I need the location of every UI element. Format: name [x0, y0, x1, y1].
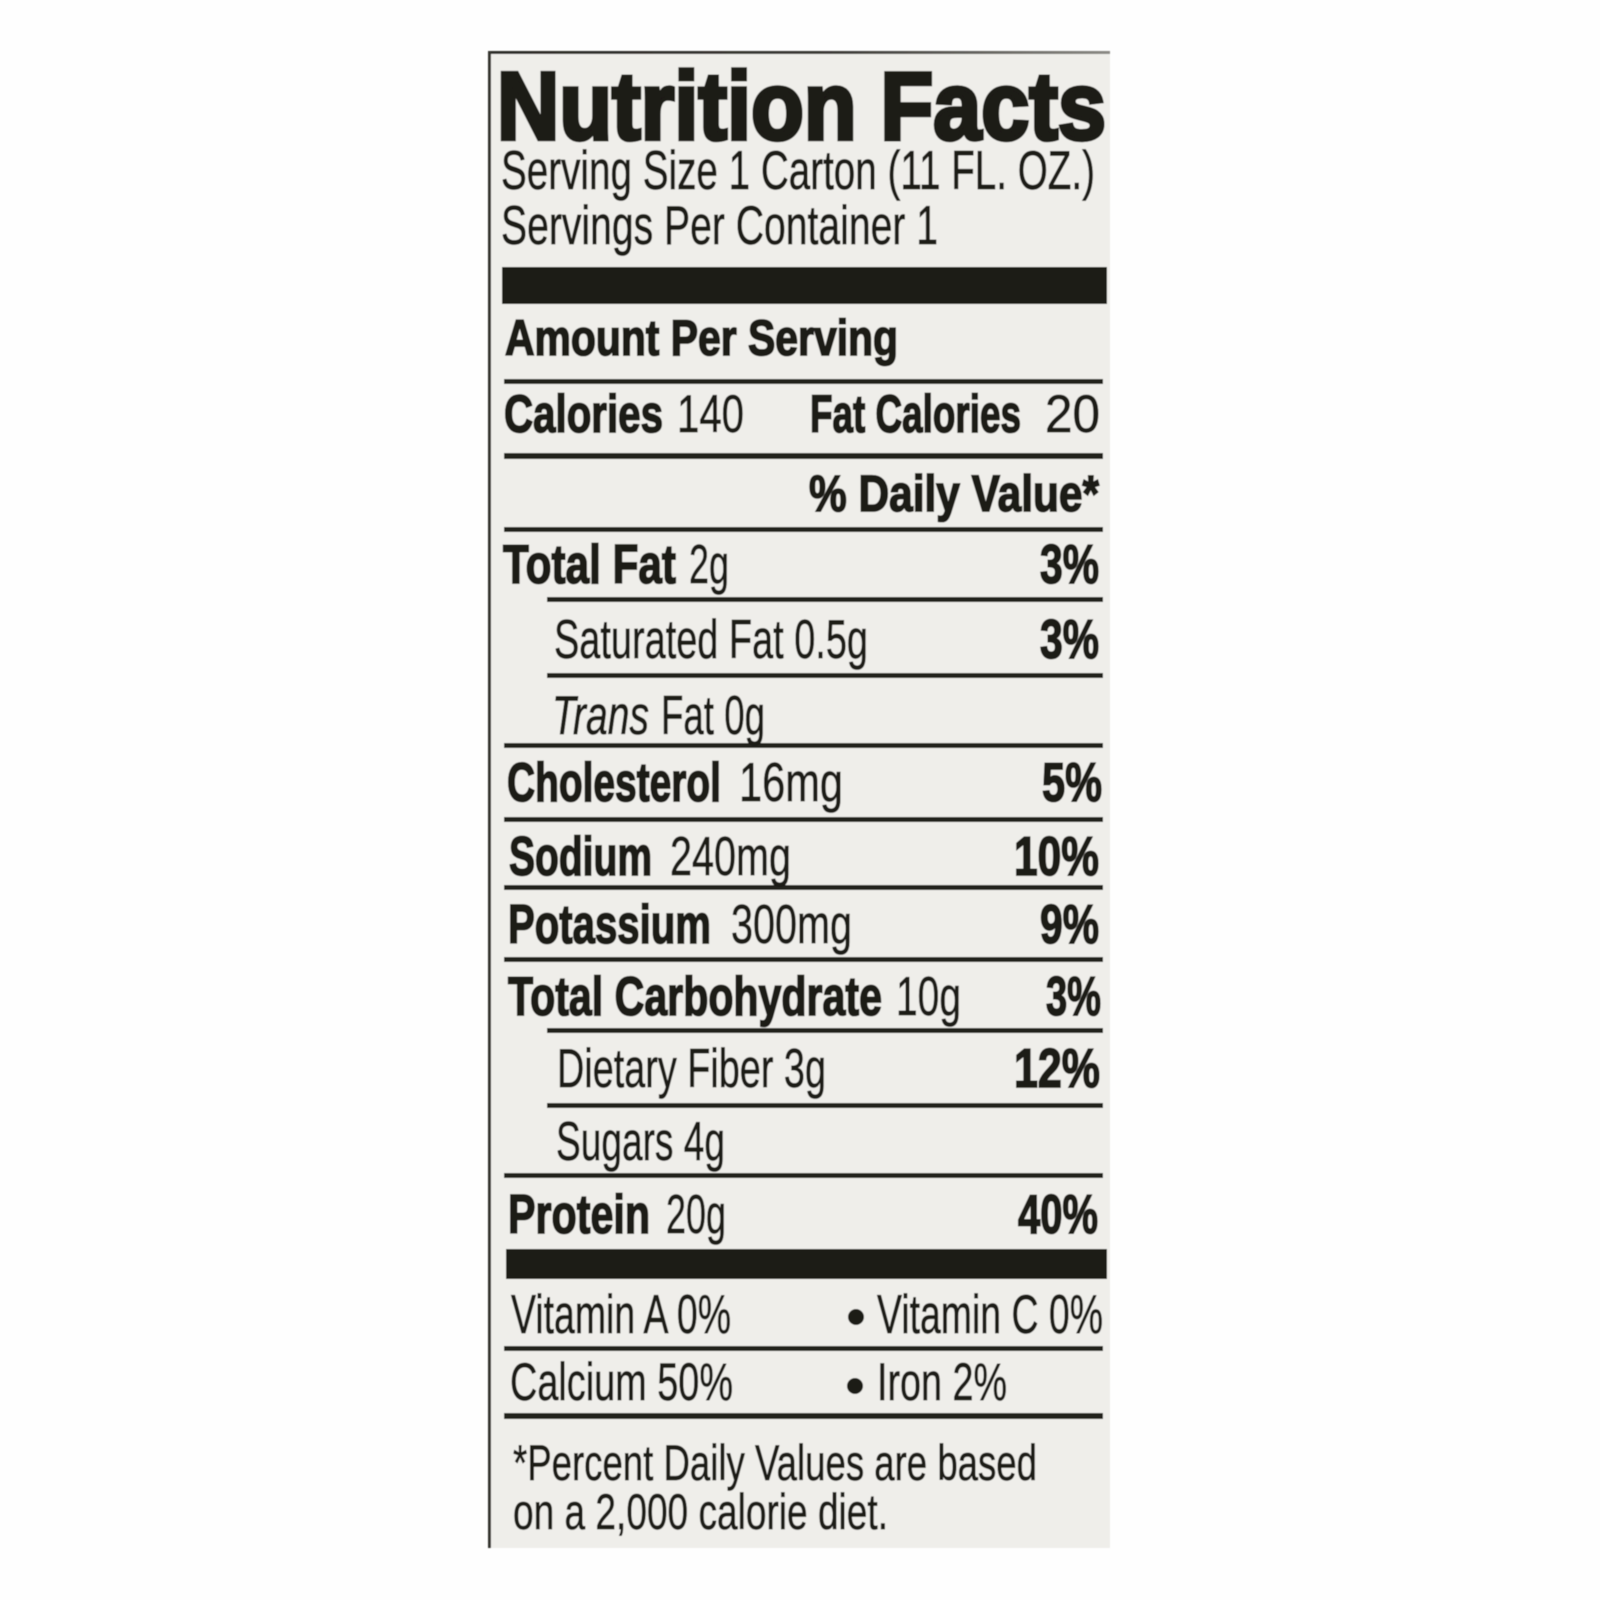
- svg-text:Dietary Fiber 3g: Dietary Fiber 3g: [557, 1037, 826, 1099]
- svg-text:3%: 3%: [1040, 533, 1099, 595]
- svg-text:Cholesterol: Cholesterol: [507, 751, 721, 813]
- svg-text:Vitamin A 0%: Vitamin A 0%: [511, 1283, 731, 1345]
- svg-text:9%: 9%: [1040, 893, 1099, 955]
- svg-text:Sodium: Sodium: [509, 825, 652, 887]
- svg-text:Servings Per Container 1: Servings Per Container 1: [501, 194, 938, 256]
- svg-text:Total Carbohydrate: Total Carbohydrate: [508, 965, 882, 1027]
- svg-text:Iron 2%: Iron 2%: [877, 1353, 1007, 1412]
- svg-text:Calories: Calories: [504, 385, 663, 444]
- svg-text:2g: 2g: [689, 533, 729, 595]
- svg-text:Fat Calories: Fat Calories: [810, 385, 1021, 444]
- svg-text:Fat 0g: Fat 0g: [661, 684, 765, 746]
- svg-text:Trans: Trans: [552, 684, 649, 746]
- svg-text:140: 140: [677, 385, 744, 444]
- svg-text:40%: 40%: [1018, 1183, 1098, 1245]
- svg-text:Total Fat: Total Fat: [503, 533, 676, 595]
- svg-text:Calcium 50%: Calcium 50%: [510, 1353, 733, 1412]
- svg-text:on a 2,000 calorie diet.: on a 2,000 calorie diet.: [513, 1484, 888, 1540]
- svg-text:Nutrition Facts: Nutrition Facts: [497, 53, 1106, 160]
- svg-text:Saturated Fat 0.5g: Saturated Fat 0.5g: [554, 608, 868, 670]
- svg-text:16mg: 16mg: [739, 751, 843, 813]
- svg-text:Vitamin C 0%: Vitamin C 0%: [877, 1283, 1103, 1345]
- svg-text:Protein: Protein: [508, 1183, 650, 1245]
- svg-text:20g: 20g: [666, 1183, 726, 1245]
- svg-text:12%: 12%: [1014, 1037, 1100, 1099]
- svg-text:5%: 5%: [1042, 751, 1102, 813]
- svg-text:Sugars 4g: Sugars 4g: [556, 1110, 725, 1172]
- svg-text:240mg: 240mg: [670, 825, 791, 887]
- svg-text:Amount Per Serving: Amount Per Serving: [505, 310, 898, 366]
- svg-text:20: 20: [1045, 385, 1100, 444]
- svg-text:Serving Size 1 Carton (11 FL.: Serving Size 1 Carton (11 FL. OZ.): [501, 139, 1095, 201]
- svg-text:3%: 3%: [1040, 608, 1099, 670]
- svg-text:10%: 10%: [1014, 825, 1099, 887]
- svg-text:*Percent Daily Values are base: *Percent Daily Values are based: [513, 1435, 1037, 1491]
- svg-text:% Daily Value*: % Daily Value*: [809, 465, 1099, 522]
- svg-text:Potassium: Potassium: [508, 893, 711, 955]
- svg-text:300mg: 300mg: [731, 893, 852, 955]
- svg-text:10g: 10g: [896, 965, 961, 1027]
- svg-text:3%: 3%: [1046, 965, 1101, 1027]
